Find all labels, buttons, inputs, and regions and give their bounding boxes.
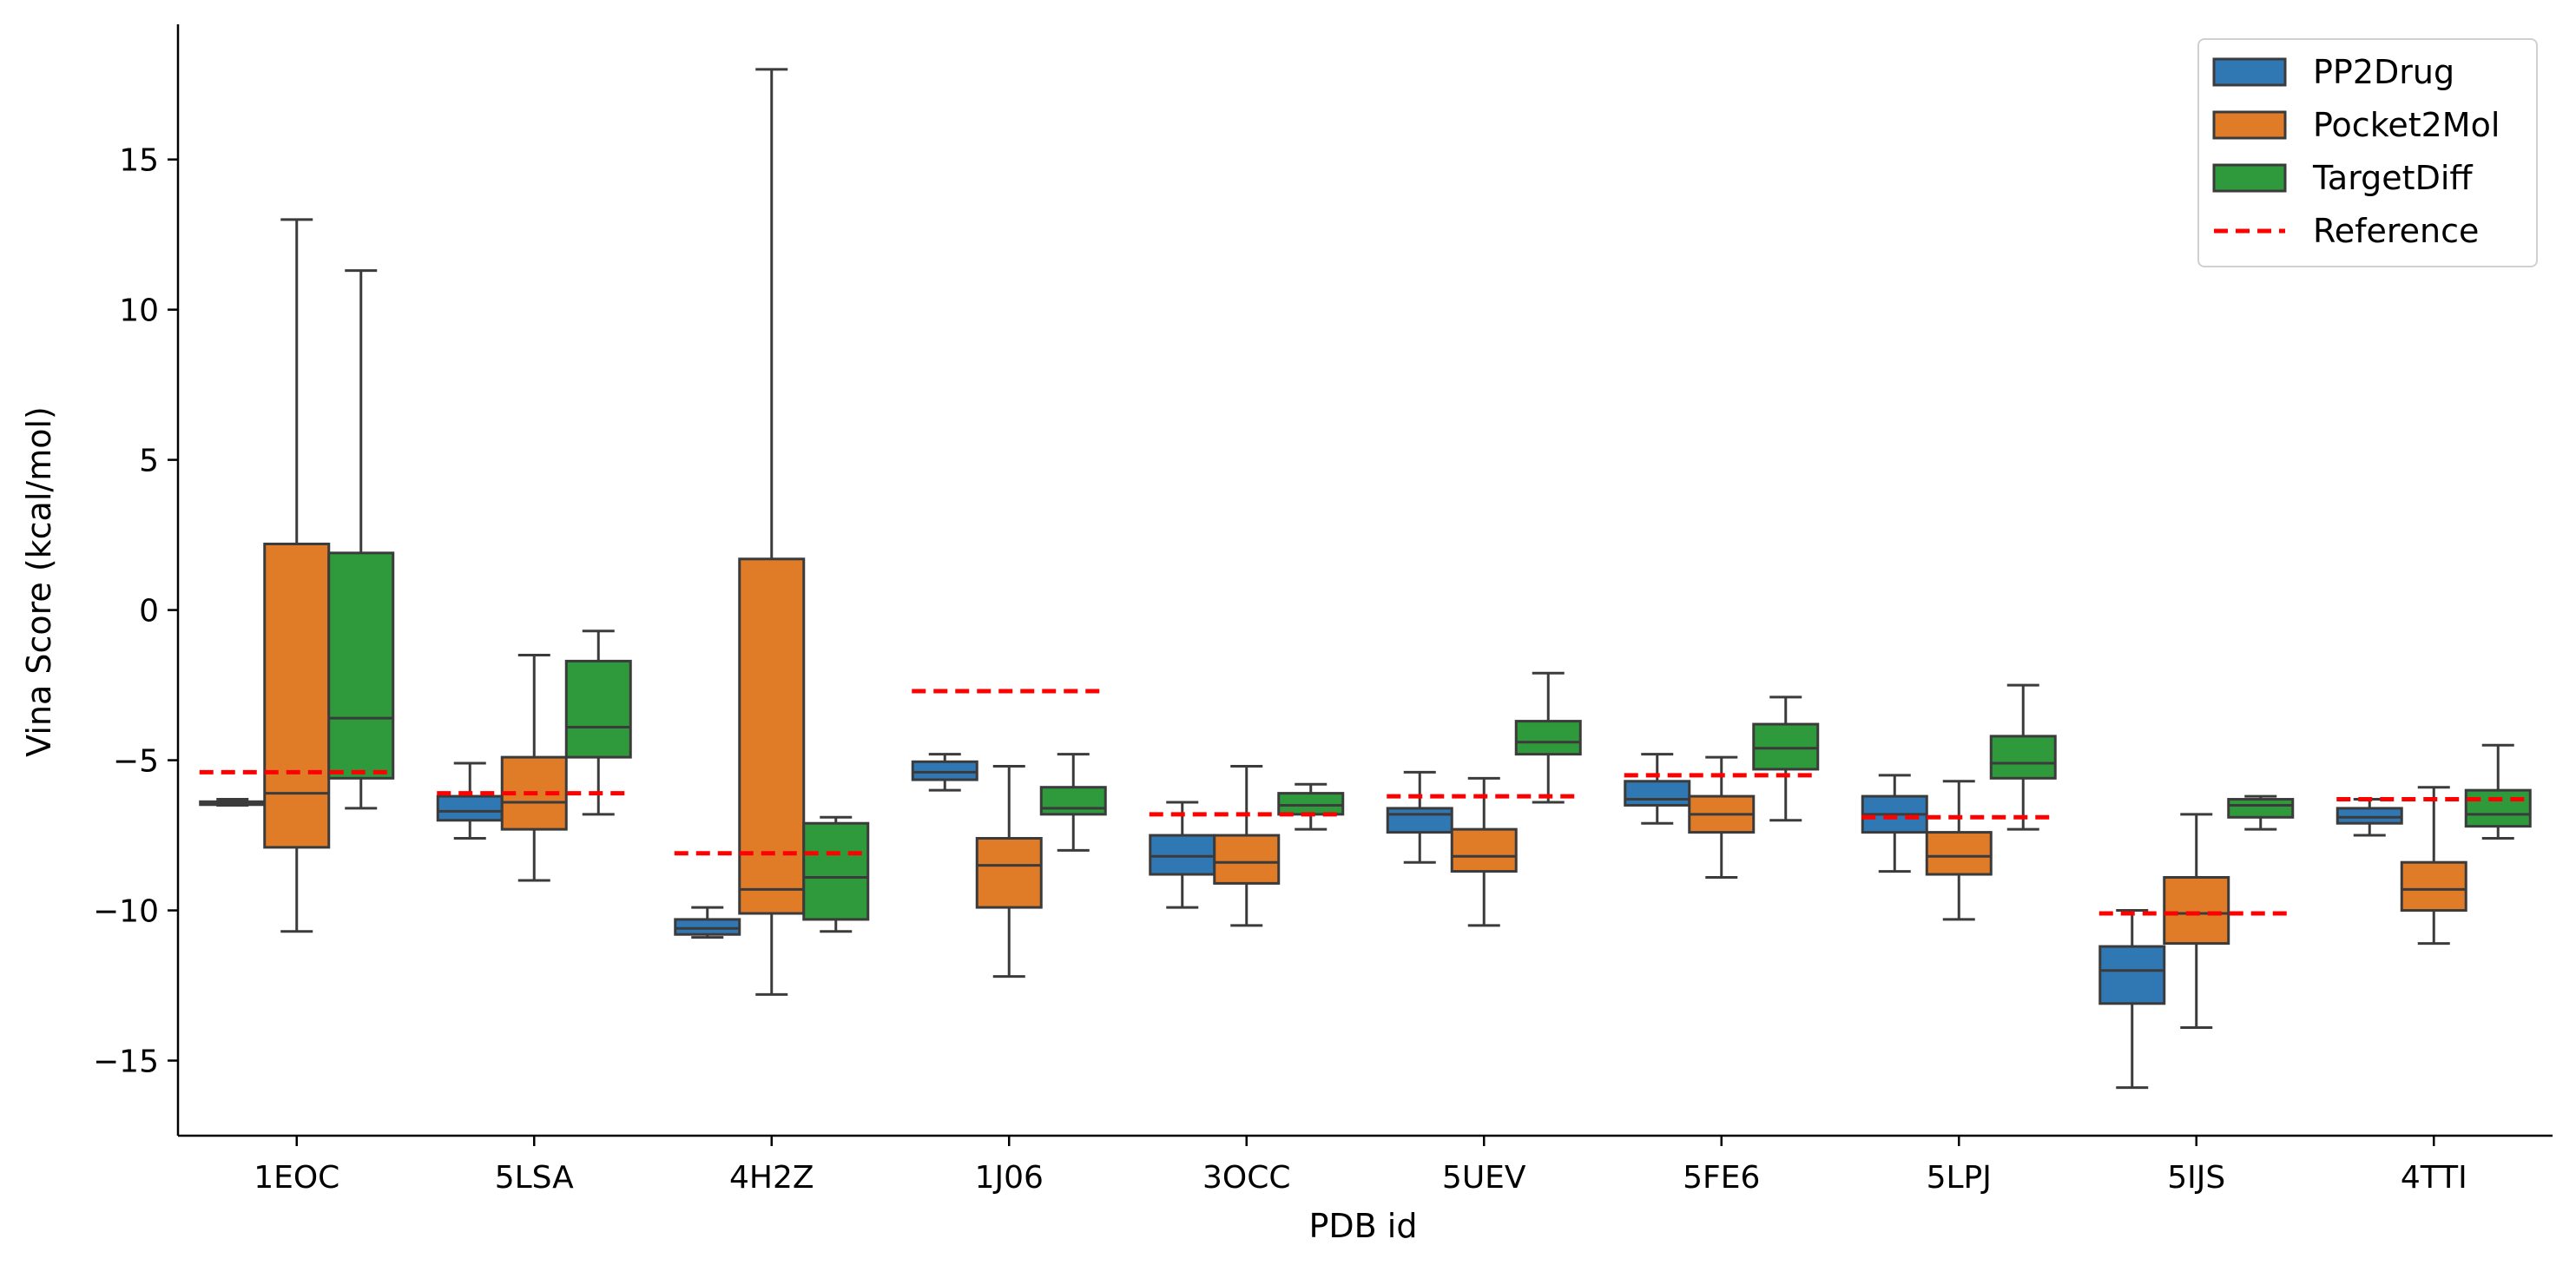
iqr-box: [2401, 862, 2466, 910]
box-pocket2mol-5lsa: [502, 655, 566, 880]
y-tick-label: 0: [139, 594, 159, 629]
x-tick-label: 5UEV: [1442, 1160, 1526, 1196]
x-tick-label: 4H2Z: [729, 1160, 814, 1196]
x-tick-label: 3OCC: [1202, 1160, 1291, 1196]
y-tick-label: −5: [113, 744, 159, 780]
axes: −15 −10 −5 0 5 10 15 1EOC 5LSA 4H2Z 1J06 3OCC 5UEV 5F…: [93, 24, 2553, 1196]
box-targetdiff-4h2z: [804, 817, 868, 931]
x-tick-label: 4TTI: [2401, 1160, 2467, 1196]
box-pp2drug-3occ: [1150, 802, 1215, 907]
y-axis-title: Vina Score (kcal/mol): [20, 406, 58, 757]
vina-score-box-plot: −15 −10 −5 0 5 10 15 1EOC 5LSA 4H2Z 1J06 3OCC 5UEV 5F…: [0, 0, 2576, 1272]
iqr-box: [2337, 808, 2401, 823]
y-tick-label: −10: [93, 894, 159, 930]
iqr-box: [675, 919, 740, 934]
box-pocket2mol-1eoc: [265, 220, 329, 932]
iqr-box: [1516, 722, 1580, 755]
x-tick-label: 5LSA: [495, 1160, 574, 1196]
legend-label: TargetDiff: [2312, 159, 2473, 197]
iqr-box: [438, 796, 502, 821]
plot-area: [200, 69, 2532, 1088]
iqr-box: [1452, 829, 1516, 871]
box-targetdiff-3occ: [1279, 784, 1343, 829]
box-pp2drug-5uev: [1387, 772, 1452, 862]
iqr-box: [1041, 788, 1105, 814]
iqr-box: [1215, 835, 1279, 883]
legend: PP2Drug Pocket2Mol TargetDiff Reference: [2198, 39, 2537, 267]
iqr-box: [912, 761, 977, 780]
iqr-box: [329, 553, 393, 778]
box-targetdiff-5lpj: [1991, 685, 2055, 829]
iqr-box: [2229, 800, 2293, 818]
iqr-box: [740, 559, 804, 913]
legend-entry-targetdiff: TargetDiff: [2214, 159, 2473, 197]
box-pocket2mol-5ijs: [2164, 814, 2229, 1028]
iqr-box: [1927, 833, 1991, 874]
box-pp2drug-1eoc: [201, 800, 265, 806]
x-tick-label: 5LPJ: [1927, 1160, 1992, 1196]
iqr-box: [265, 544, 329, 847]
box-pp2drug-5fe6: [1625, 755, 1690, 824]
box-pp2drug-5lpj: [1862, 775, 1927, 872]
box-pocket2mol-3occ: [1215, 766, 1279, 925]
legend-swatch: [2214, 165, 2285, 191]
iqr-box: [2100, 946, 2164, 1004]
box-pp2drug-4tti: [2337, 800, 2401, 836]
legend-label: PP2Drug: [2313, 53, 2454, 91]
legend-label: Pocket2Mol: [2313, 106, 2500, 144]
box-targetdiff-5uev: [1516, 673, 1580, 802]
iqr-box: [1625, 781, 1690, 806]
legend-label: Reference: [2313, 212, 2479, 250]
box-pp2drug-4h2z: [675, 907, 740, 938]
iqr-box: [1754, 724, 1818, 769]
box-pp2drug-5ijs: [2100, 911, 2164, 1088]
iqr-box: [1150, 835, 1215, 874]
x-tick-label: 1J06: [975, 1160, 1044, 1196]
iqr-box: [804, 823, 868, 919]
iqr-box: [977, 839, 1041, 908]
x-tick-label: 5IJS: [2167, 1160, 2225, 1196]
box-targetdiff-5fe6: [1754, 697, 1818, 821]
series-pocket2mol: [265, 69, 2467, 1028]
y-tick-label: 5: [139, 444, 159, 479]
legend-entry-pp2drug: PP2Drug: [2214, 53, 2454, 91]
box-pp2drug-5lsa: [438, 763, 502, 838]
box-pocket2mol-4tti: [2401, 788, 2466, 944]
box-targetdiff-1eoc: [329, 271, 393, 808]
iqr-box: [1991, 736, 2055, 778]
x-axis-title: PDB id: [1308, 1207, 1417, 1245]
x-tick-label: 1EOC: [254, 1160, 339, 1196]
y-tick-label: 10: [119, 293, 159, 329]
box-pocket2mol-5uev: [1452, 778, 1516, 926]
box-pocket2mol-4h2z: [740, 69, 804, 995]
iqr-box: [566, 661, 630, 757]
box-targetdiff-5lsa: [566, 631, 630, 814]
box-pp2drug-1j06: [912, 755, 977, 791]
box-targetdiff-4tti: [2466, 745, 2530, 838]
iqr-box: [2164, 877, 2229, 943]
y-tick-label: −15: [93, 1045, 159, 1080]
x-tick-label: 5FE6: [1683, 1160, 1760, 1196]
iqr-box: [2466, 790, 2530, 827]
legend-swatch: [2214, 112, 2285, 138]
legend-swatch: [2214, 59, 2285, 85]
box-targetdiff-5ijs: [2229, 796, 2293, 829]
box-pocket2mol-5lpj: [1927, 781, 1991, 919]
iqr-box: [1279, 794, 1343, 814]
iqr-box: [1387, 808, 1452, 833]
box-pocket2mol-1j06: [977, 766, 1041, 976]
y-tick-label: 15: [119, 143, 159, 179]
legend-entry-pocket2mol: Pocket2Mol: [2214, 106, 2500, 144]
box-targetdiff-1j06: [1041, 755, 1105, 851]
